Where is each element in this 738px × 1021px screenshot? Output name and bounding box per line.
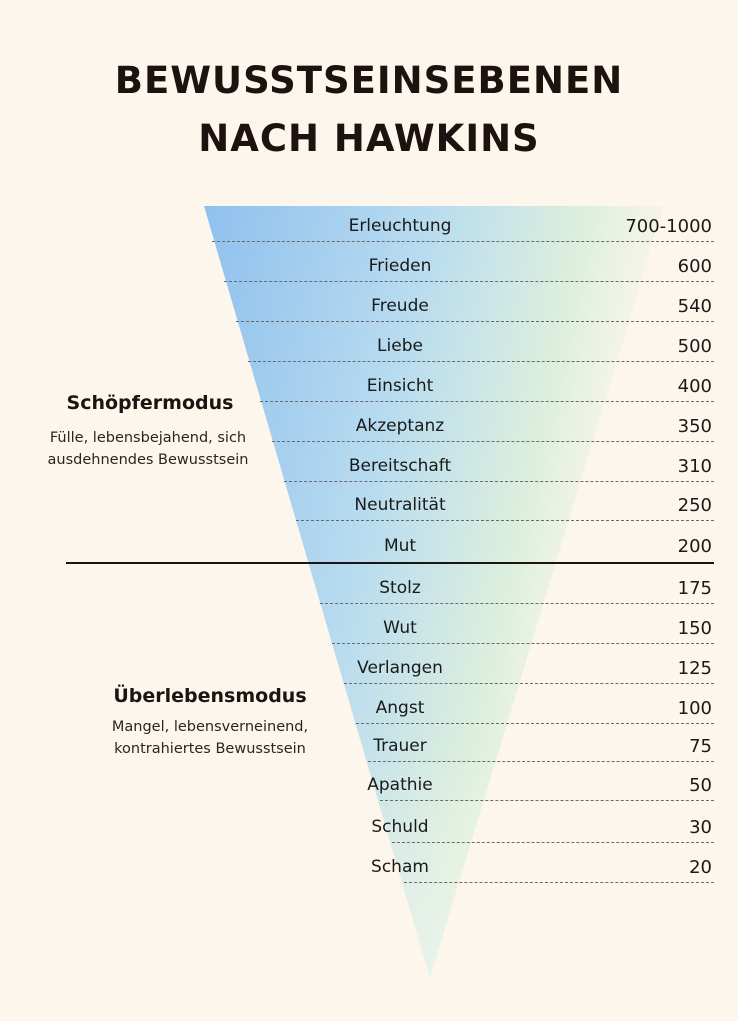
level-value: 200 bbox=[677, 536, 712, 557]
level-name: Akzeptanz bbox=[355, 416, 445, 436]
level-name: Erleuchtung bbox=[348, 216, 452, 236]
level-separator bbox=[284, 481, 714, 482]
level-name: Neutralität bbox=[354, 495, 446, 515]
level-row: Frieden 600 bbox=[200, 250, 714, 282]
title-line-1: BEWUSSTSEINSEBENEN bbox=[114, 59, 624, 102]
level-separator bbox=[260, 401, 714, 402]
level-name: Angst bbox=[375, 698, 425, 718]
creator-mode-desc-line-2: ausdehnendes Bewusstsein bbox=[47, 452, 249, 468]
level-row: Schuld 30 bbox=[200, 811, 714, 843]
level-row: Neutralität 250 bbox=[200, 489, 714, 521]
level-value: 175 bbox=[677, 578, 712, 599]
level-separator bbox=[368, 761, 714, 762]
level-name: Wut bbox=[383, 618, 417, 638]
title-line-2: NACH HAWKINS bbox=[198, 117, 540, 160]
level-value: 250 bbox=[677, 495, 712, 516]
level-separator bbox=[404, 882, 714, 883]
level-separator bbox=[224, 281, 714, 282]
level-separator bbox=[380, 800, 714, 801]
level-separator bbox=[344, 683, 714, 684]
level-separator bbox=[296, 520, 714, 521]
level-value: 500 bbox=[677, 336, 712, 357]
level-row: Liebe 500 bbox=[200, 330, 714, 362]
level-value: 150 bbox=[677, 618, 712, 639]
level-row: Apathie 50 bbox=[200, 769, 714, 801]
pyramid-shade bbox=[204, 206, 664, 978]
level-row: Angst 100 bbox=[200, 692, 714, 724]
level-name: Apathie bbox=[367, 775, 433, 795]
level-value: 540 bbox=[677, 296, 712, 317]
level-value: 30 bbox=[689, 817, 712, 838]
level-row: Verlangen 125 bbox=[200, 652, 714, 684]
level-value: 350 bbox=[677, 416, 712, 437]
level-value: 310 bbox=[677, 456, 712, 477]
level-value: 600 bbox=[677, 256, 712, 277]
level-value: 125 bbox=[677, 658, 712, 679]
level-row: Mut 200 bbox=[200, 530, 714, 562]
level-name: Frieden bbox=[368, 256, 432, 276]
level-row: Scham 20 bbox=[200, 851, 714, 883]
level-separator bbox=[212, 241, 714, 242]
level-name: Einsicht bbox=[366, 376, 434, 396]
level-value: 75 bbox=[689, 736, 712, 757]
level-name: Bereitschaft bbox=[348, 456, 452, 476]
level-name: Schuld bbox=[371, 817, 429, 837]
level-separator bbox=[356, 723, 714, 724]
level-separator bbox=[272, 441, 714, 442]
level-separator bbox=[392, 842, 714, 843]
creator-mode-title: Schöpfermodus bbox=[66, 392, 234, 414]
level-row: Bereitschaft 310 bbox=[200, 450, 714, 482]
level-row: Akzeptanz 350 bbox=[200, 410, 714, 442]
page-title: BEWUSSTSEINSEBENEN NACH HAWKINS bbox=[0, 52, 738, 168]
creator-mode-description: Fülle, lebensbejahend, sich ausdehnendes… bbox=[18, 427, 278, 471]
survival-mode-title: Überlebensmodus bbox=[113, 685, 307, 707]
level-name: Scham bbox=[371, 857, 429, 877]
survival-mode-desc-line-1: Mangel, lebensverneinend, bbox=[111, 719, 309, 735]
level-row: Trauer 75 bbox=[200, 730, 714, 762]
level-name: Stolz bbox=[379, 578, 421, 598]
level-row: Einsicht 400 bbox=[200, 370, 714, 402]
level-name: Trauer bbox=[373, 736, 427, 756]
mode-divider bbox=[66, 562, 714, 564]
survival-mode-desc-line-2: kontrahiertes Bewusstsein bbox=[114, 741, 306, 757]
survival-mode-description: Mangel, lebensverneinend, kontrahiertes … bbox=[80, 716, 340, 760]
level-row: Erleuchtung 700-1000 bbox=[200, 210, 714, 242]
level-separator bbox=[332, 643, 714, 644]
level-separator bbox=[320, 603, 714, 604]
level-value: 20 bbox=[689, 857, 712, 878]
level-row: Wut 150 bbox=[200, 612, 714, 644]
level-value: 100 bbox=[677, 698, 712, 719]
level-row: Freude 540 bbox=[200, 290, 714, 322]
level-value: 400 bbox=[677, 376, 712, 397]
level-value: 50 bbox=[689, 775, 712, 796]
level-name: Liebe bbox=[377, 336, 423, 356]
creator-mode-desc-line-1: Fülle, lebensbejahend, sich bbox=[49, 430, 247, 446]
level-separator bbox=[236, 321, 714, 322]
level-separator bbox=[248, 361, 714, 362]
level-name: Freude bbox=[371, 296, 429, 316]
level-name: Mut bbox=[383, 536, 417, 556]
level-name: Verlangen bbox=[357, 658, 443, 678]
level-value: 700-1000 bbox=[625, 216, 712, 237]
level-row: Stolz 175 bbox=[200, 572, 714, 604]
